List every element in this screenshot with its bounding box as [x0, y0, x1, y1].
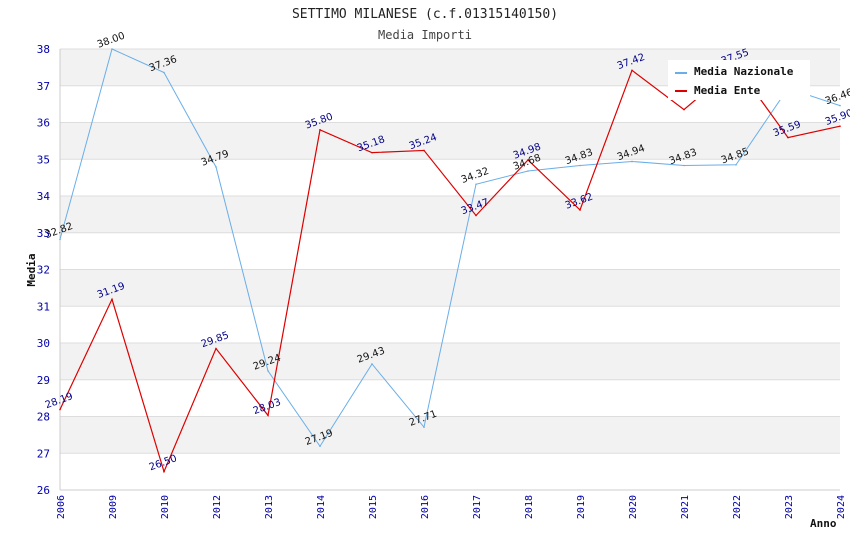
y-tick-label: 34 — [37, 190, 51, 203]
x-tick-label: 2024 — [836, 495, 847, 519]
data-point-ente — [527, 159, 529, 161]
x-tick-label: 2009 — [108, 495, 119, 519]
y-tick-label: 31 — [37, 300, 50, 313]
data-point-ente — [631, 69, 633, 72]
y-tick-label: 38 — [37, 43, 50, 56]
data-point-nazionale — [163, 71, 165, 74]
chart-subtitle: Media Importi — [378, 28, 472, 42]
legend-box — [668, 60, 810, 100]
series-line-nazionale — [59, 48, 841, 448]
x-tick-label: 2019 — [576, 495, 587, 519]
data-point-nazionale — [683, 164, 685, 167]
x-axis: 2006 2009 2010 2012 2013 2014 2015 2016 2017 2018… — [56, 495, 847, 519]
x-tick-label: 2023 — [784, 495, 795, 519]
grid-band — [60, 379, 840, 417]
data-point-ente — [787, 136, 789, 139]
y-tick-label: 27 — [37, 447, 50, 460]
x-tick-label: 2014 — [316, 495, 327, 519]
y-tick-label: 26 — [37, 484, 50, 497]
y-tick-label: 32 — [37, 264, 50, 277]
y-axis: 26 27 28 29 30 31 32 33 34 35 36 37 38 — [37, 43, 51, 497]
data-point-ente — [111, 298, 113, 301]
x-tick-label: 2012 — [212, 495, 223, 519]
grid-band — [60, 343, 840, 380]
data-point-nazionale — [579, 164, 581, 167]
data-point-nazionale — [475, 183, 477, 186]
grid-band — [60, 416, 840, 454]
data-point-ente — [215, 347, 217, 350]
data-point-ente — [683, 108, 685, 111]
data-point-nazionale — [631, 160, 633, 163]
data-point-ente — [59, 408, 61, 411]
x-tick-label: 2022 — [732, 495, 743, 519]
y-tick-label: 29 — [37, 374, 50, 387]
data-point-ente — [579, 209, 581, 211]
x-tick-label: 2006 — [56, 495, 67, 519]
data-point-nazionale — [423, 426, 425, 428]
y-tick-label: 37 — [37, 80, 50, 93]
chart-title: SETTIMO MILANESE (c.f.01315140150) — [292, 7, 558, 22]
data-point-nazionale — [111, 48, 113, 50]
data-point-ente — [319, 129, 321, 131]
x-tick-label: 2016 — [420, 495, 431, 519]
legend-label-nazionale: Media Nazionale — [694, 65, 794, 78]
legend-label-ente: Media Ente — [694, 84, 761, 97]
data-point-nazionale — [735, 163, 737, 166]
data-point-ente — [267, 414, 269, 417]
x-tick-label: 2015 — [368, 495, 379, 519]
grid-bands — [59, 48, 840, 491]
x-axis-label: Anno — [810, 517, 837, 530]
data-point-nazionale — [371, 363, 373, 365]
data-point-nazionale — [59, 238, 61, 241]
x-tick-label: 2021 — [680, 495, 691, 519]
y-tick-label: 35 — [37, 153, 50, 166]
grid-band — [60, 232, 840, 270]
data-point-ente — [371, 151, 373, 154]
y-tick-label: 30 — [37, 337, 50, 350]
data-point-nazionale — [215, 166, 217, 168]
y-tick-label: 36 — [37, 117, 50, 130]
y-axis-label: Media — [25, 253, 38, 286]
data-label-nazionale: 38.00 — [96, 31, 127, 51]
x-tick-label: 2010 — [160, 495, 171, 519]
data-point-nazionale — [267, 370, 269, 372]
x-tick-label: 2020 — [628, 495, 639, 519]
data-point-nazionale — [319, 445, 321, 448]
data-point-ente — [163, 470, 165, 473]
grid-band — [60, 453, 840, 490]
grid-band — [60, 196, 840, 233]
data-point-ente — [423, 149, 425, 152]
x-tick-label: 2013 — [264, 495, 275, 519]
legend: Media Nazionale Media Ente — [668, 60, 810, 100]
data-point-ente — [475, 214, 477, 217]
data-point-ente — [839, 125, 841, 127]
y-tick-label: 28 — [37, 411, 50, 424]
grid-band — [60, 269, 840, 307]
x-tick-label: 2018 — [524, 495, 535, 519]
data-point-nazionale — [527, 170, 529, 172]
grid-band — [60, 306, 840, 343]
data-point-nazionale — [839, 104, 841, 107]
grid-band — [60, 122, 840, 160]
y-tick-label: 33 — [37, 227, 50, 240]
x-tick-label: 2017 — [472, 495, 483, 519]
